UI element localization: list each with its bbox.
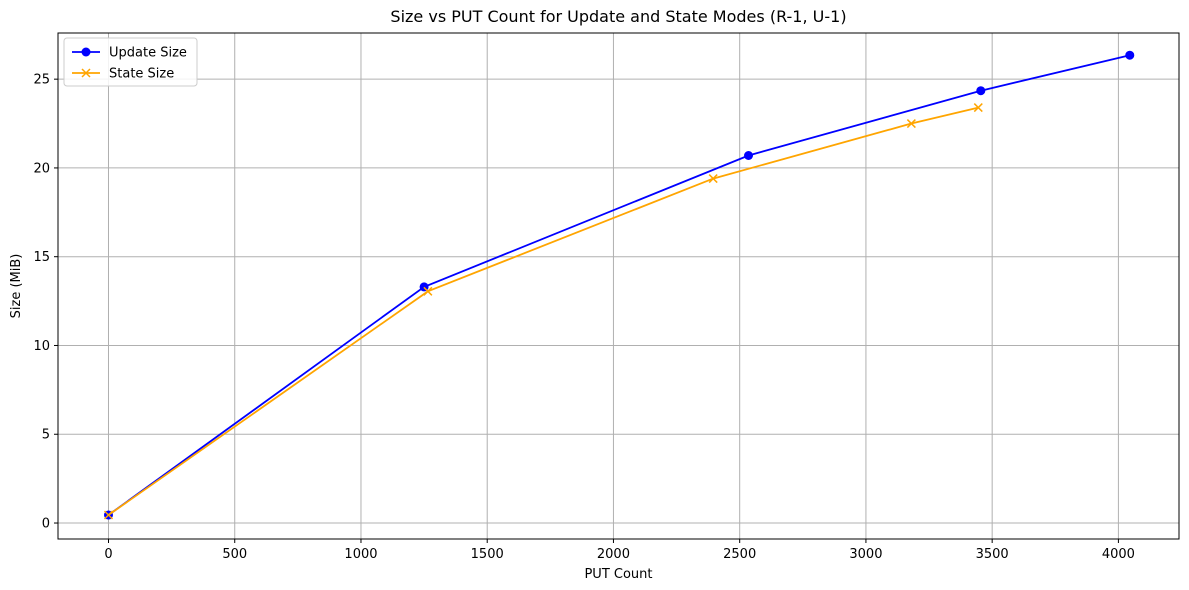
x-tick-label: 3000 bbox=[849, 547, 882, 562]
data-point bbox=[1125, 50, 1135, 60]
x-tick-label: 500 bbox=[222, 547, 247, 562]
data-point bbox=[973, 103, 983, 113]
y-axis: 0 5 10 15 20 25 bbox=[33, 73, 58, 532]
legend-item: State Size bbox=[72, 67, 174, 82]
plot-frame bbox=[57, 32, 1180, 540]
x-axis-label: PUT Count bbox=[584, 567, 652, 582]
data-point bbox=[708, 174, 718, 184]
x-tick-label: 1000 bbox=[344, 547, 377, 562]
legend: Update Size State Size bbox=[63, 37, 198, 87]
data-point bbox=[744, 151, 754, 161]
legend-box bbox=[63, 37, 198, 87]
data-point bbox=[423, 286, 433, 296]
y-tick-label: 5 bbox=[42, 428, 50, 443]
legend-label: Update Size bbox=[109, 46, 187, 61]
chart-title: Size vs PUT Count for Update and State M… bbox=[390, 7, 846, 26]
legend-marker bbox=[81, 47, 91, 57]
series-1 bbox=[103, 103, 983, 520]
y-tick-label: 10 bbox=[33, 339, 50, 354]
grid bbox=[58, 33, 1179, 539]
data-point bbox=[976, 86, 986, 96]
legend-label: State Size bbox=[109, 67, 174, 82]
data-point bbox=[906, 119, 916, 129]
y-tick-label: 15 bbox=[33, 250, 50, 265]
x-tick-label: 0 bbox=[104, 547, 112, 562]
legend-marker bbox=[81, 68, 91, 78]
x-tick-label: 2000 bbox=[597, 547, 630, 562]
series-0 bbox=[103, 50, 1135, 520]
x-tick-label: 2500 bbox=[723, 547, 756, 562]
series-line bbox=[107, 106, 979, 516]
series-line bbox=[107, 54, 1130, 516]
x-tick-label: 1500 bbox=[471, 547, 504, 562]
y-tick-label: 0 bbox=[42, 517, 50, 532]
series-layer bbox=[103, 50, 1135, 520]
y-tick-label: 20 bbox=[33, 161, 50, 176]
x-axis: 0 500 1000 1500 2000 2500 3000 3500 4000 bbox=[104, 539, 1135, 562]
x-tick-label: 4000 bbox=[1102, 547, 1135, 562]
y-tick-label: 25 bbox=[33, 73, 50, 88]
data-point bbox=[103, 510, 114, 520]
y-axis-label: Size (MiB) bbox=[9, 254, 24, 319]
legend-item: Update Size bbox=[72, 46, 187, 61]
x-tick-label: 3500 bbox=[976, 547, 1009, 562]
